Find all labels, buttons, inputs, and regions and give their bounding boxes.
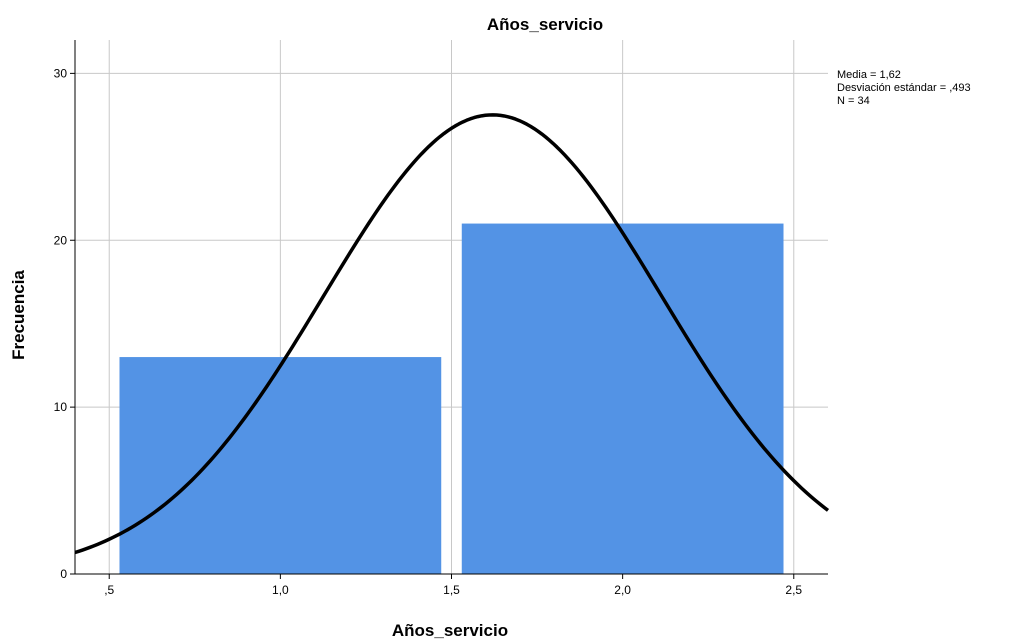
y-tick-label-1: 10 [54, 400, 68, 414]
x-axis-title: Años_servicio [392, 621, 508, 640]
y-tick-label-2: 20 [54, 233, 68, 247]
stat-n: N = 34 [837, 95, 870, 107]
y-tick-label-0: 0 [60, 567, 67, 581]
y-tick-label-3: 30 [54, 66, 68, 80]
y-axis-title: Frecuencia [9, 270, 28, 360]
normal-curve [74, 113, 830, 555]
histogram-bar-2 [461, 223, 784, 574]
chart-title: Años_servicio [487, 15, 603, 34]
stat-mean: Media = 1,62 [837, 69, 901, 81]
x-tick-label-4: 2,5 [785, 583, 802, 597]
histogram-bar-1 [119, 357, 442, 574]
x-tick-label-2: 1,5 [443, 583, 460, 597]
x-tick-label-0: ,5 [104, 583, 114, 597]
x-tick-label-3: 2,0 [614, 583, 631, 597]
stat-std-dev: Desviación estándar = ,493 [837, 82, 971, 94]
curve-layer [74, 113, 830, 555]
tick-layer: 0 10 20 30 ,5 1,0 1,5 2,0 2,5 [54, 66, 803, 597]
x-tick-label-1: 1,0 [272, 583, 289, 597]
bar-layer [119, 223, 784, 574]
